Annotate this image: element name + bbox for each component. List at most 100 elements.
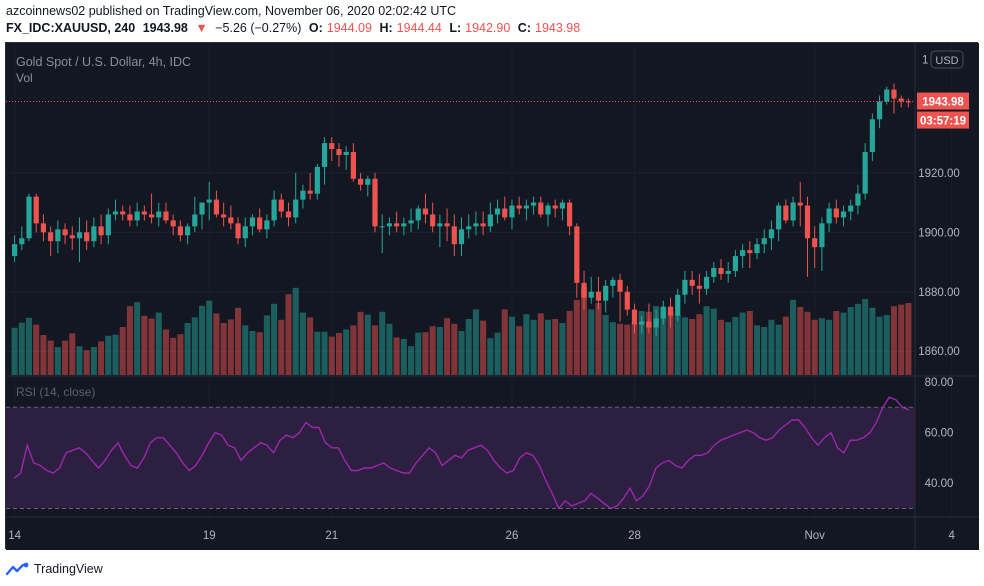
candle-body xyxy=(271,199,277,221)
candle-body xyxy=(812,238,818,248)
volume-bar xyxy=(429,326,436,375)
price-tick-label: 1860.00 xyxy=(918,346,960,358)
volume-bar xyxy=(501,309,508,375)
candle-body xyxy=(595,291,602,301)
volume-bar xyxy=(299,312,306,375)
candle-body xyxy=(473,223,479,227)
axes: 1860.00 1880.00 1900.00 1920.00 1 14 19 21 26 28 N… xyxy=(6,43,979,550)
candle-body xyxy=(682,279,688,295)
chart-canvas[interactable]: 1860.00 1880.00 1900.00 1920.00 1 14 19 21 26 28 N… xyxy=(6,43,979,550)
time-tick-label: 19 xyxy=(203,530,216,542)
volume-bar xyxy=(18,322,25,375)
candle-body xyxy=(437,223,443,227)
volume-bar xyxy=(11,327,18,375)
candle-body xyxy=(401,223,407,227)
price-tick-label: 1900.00 xyxy=(918,227,960,239)
volume-bar xyxy=(746,311,753,375)
candle-body xyxy=(350,152,356,179)
volume-bar xyxy=(307,317,314,375)
volume-bar xyxy=(335,333,342,375)
candle-body xyxy=(221,214,227,218)
rsi-tick-label: 80.00 xyxy=(925,377,954,389)
candle-body xyxy=(884,89,890,102)
candle-body xyxy=(33,196,39,224)
candle-body xyxy=(278,199,284,212)
volume-bar xyxy=(595,303,602,375)
volume-bar xyxy=(343,329,350,375)
candle-body xyxy=(711,267,717,277)
vol-label: Vol xyxy=(16,71,33,85)
candle-body xyxy=(538,202,544,215)
volume-bar xyxy=(69,333,76,375)
candle-body xyxy=(451,226,457,245)
candle-body xyxy=(631,309,638,325)
volume-bar xyxy=(660,307,667,375)
candle-body xyxy=(776,205,782,230)
candle-body xyxy=(603,285,609,301)
volume-bar xyxy=(256,332,263,375)
candle-body xyxy=(422,208,429,215)
candle-body xyxy=(516,205,522,209)
volume-bar xyxy=(400,339,407,375)
candle-body xyxy=(819,223,825,248)
volume-bar xyxy=(328,336,335,375)
volume-bar xyxy=(494,332,501,375)
volume-bar xyxy=(602,315,609,375)
volume-bar xyxy=(869,307,876,375)
price-tick-label-partial: 1 xyxy=(922,54,928,66)
candle-body xyxy=(386,223,393,227)
candle-body xyxy=(98,226,104,236)
volume-bar xyxy=(811,319,818,375)
candle-body xyxy=(703,276,710,289)
candle-body xyxy=(458,229,465,245)
candle-body xyxy=(408,220,414,224)
volume-bar xyxy=(90,347,97,375)
volume-bar xyxy=(840,312,847,375)
candle-body xyxy=(48,232,54,242)
candle-body xyxy=(357,178,364,185)
candle-body xyxy=(444,223,450,227)
candle-body xyxy=(307,190,313,194)
volume-bar xyxy=(83,350,90,375)
candle-body xyxy=(790,202,796,221)
candle-body xyxy=(768,229,775,239)
tradingview-logo[interactable]: TradingView xyxy=(6,559,103,579)
volume-bar xyxy=(739,312,746,375)
volume-bar xyxy=(314,331,321,375)
candle-body xyxy=(148,214,155,218)
symbol-label[interactable]: FX_IDC:XAUUSD, 240 xyxy=(6,21,136,35)
footer-brand: TradingView xyxy=(34,562,103,576)
volume-bar xyxy=(818,318,825,375)
candle-body xyxy=(653,318,659,328)
candle-body xyxy=(84,232,90,242)
volume-bar xyxy=(379,311,386,375)
time-tick-label: 14 xyxy=(8,530,21,542)
candle-body xyxy=(415,208,421,221)
volume-bar xyxy=(62,340,69,375)
candle-body xyxy=(530,202,537,206)
volume-bar xyxy=(249,331,256,375)
tradingview-icon xyxy=(6,562,29,576)
volume-bar xyxy=(278,319,285,375)
candle-body xyxy=(199,202,205,215)
candle-body xyxy=(840,211,847,218)
candle-body xyxy=(545,205,551,215)
candle-body xyxy=(105,214,111,236)
candle-body xyxy=(667,306,674,316)
volume-bar xyxy=(76,346,83,375)
candle-body xyxy=(141,211,147,215)
candle-body xyxy=(754,244,760,254)
volume-bar xyxy=(47,340,54,375)
volume-bar xyxy=(227,319,234,375)
volume-bar xyxy=(25,317,33,375)
candle-body xyxy=(365,178,371,185)
candle-body xyxy=(466,226,472,230)
chart-container[interactable]: 1860.00 1880.00 1900.00 1920.00 1 14 19 21 26 28 N… xyxy=(5,42,979,550)
volume-bar xyxy=(523,314,530,375)
candle-body xyxy=(617,279,623,292)
close-label: C: xyxy=(517,21,531,35)
candle-body xyxy=(177,226,183,236)
currency-badge[interactable]: USD xyxy=(930,50,964,69)
volume-bar xyxy=(782,316,789,375)
candle-body xyxy=(725,270,731,274)
